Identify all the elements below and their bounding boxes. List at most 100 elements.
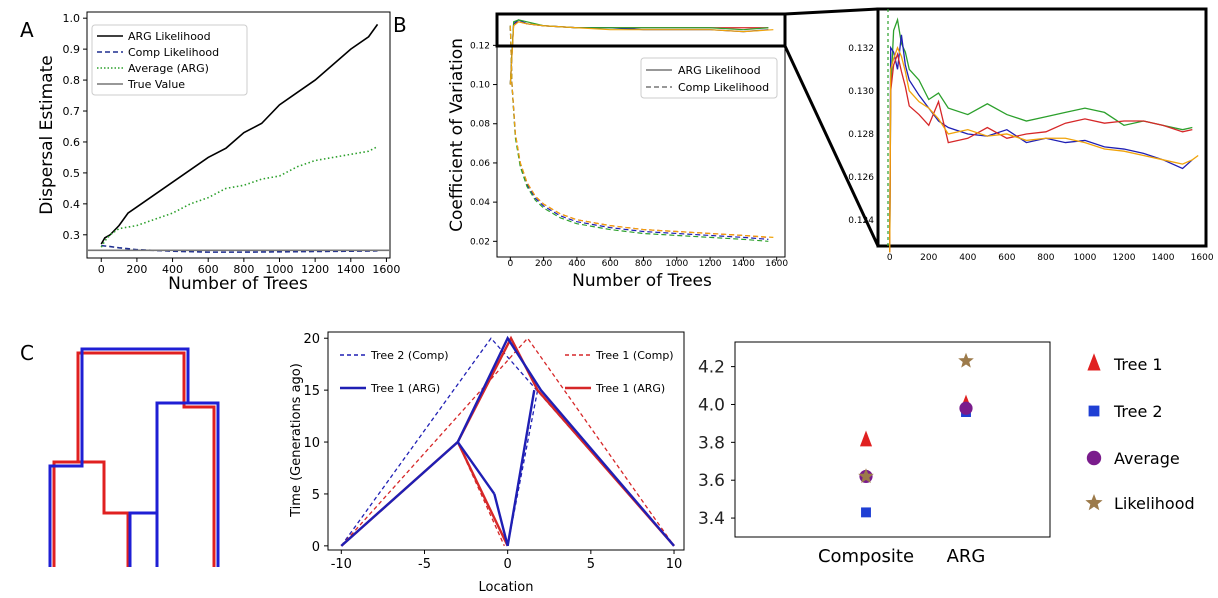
chart-c-right-legend-marker-3 — [1085, 494, 1103, 511]
chart-a-legend-label-0: ARG Likelihood — [128, 30, 211, 43]
chart-c-middle-ytick-label-1: 5 — [312, 488, 320, 503]
chart-c-right-legend-label-2: Average — [1114, 449, 1180, 468]
chart-c-middle-series-2 — [340, 337, 675, 547]
chart-c-middle-series-6 — [340, 335, 675, 547]
chart-c-middle-legend-label-1: Tree 1 (Comp) — [595, 349, 674, 362]
chart-c-middle-series — [340, 335, 675, 547]
panel-label-b: B — [393, 13, 407, 37]
chart-c-middle-xtick-label-2: 0 — [504, 557, 512, 572]
chart-b-series — [509, 19, 774, 242]
chart-b-xtick-label-6: 1200 — [699, 259, 722, 269]
chart-a-ytick-label-3: 0.6 — [63, 136, 81, 149]
chart-b-ytick-label-3: 0.08 — [470, 120, 490, 130]
chart-c-right-legend-label-1: Tree 2 — [1113, 402, 1163, 421]
panel-label-a: A — [20, 18, 34, 42]
chart-c-middle: -10 -5 0 5 10 0 5 10 15 20 Location Time (Generat… — [289, 331, 685, 595]
zoom-region-box — [495, 12, 787, 48]
red-tree-inner-path — [76, 460, 130, 567]
chart-b-xtick-label-0: 0 — [507, 259, 513, 269]
chart-a-xtick-label-4: 800 — [233, 263, 254, 276]
chart-c-middle-ytick-label-3: 15 — [303, 384, 320, 399]
chart-b-xtick-label-3: 600 — [602, 259, 619, 269]
chart-b-inset-ticks: 0 200 400 600 800 1000 1200 1400 1600 0.124 0.126 0… — [848, 9, 1214, 263]
chart-c-right-legend-marker-1 — [1088, 405, 1100, 417]
chart-a-xtick-label-0: 0 — [98, 263, 105, 276]
chart-c-right-legend-label-3: Likelihood — [1114, 494, 1195, 513]
chart-a-legend: ARG Likelihood Comp Likelihood Average (… — [91, 24, 248, 96]
inset-ytick-label-3: 0.130 — [848, 87, 874, 97]
inset-xtick-label-5: 1000 — [1073, 253, 1096, 263]
chart-b-xtick-label-2: 400 — [568, 259, 585, 269]
chart-a-legend-label-1: Comp Likelihood — [128, 46, 219, 59]
chart-c-right-category-1: ARG — [947, 546, 986, 567]
chart-b-series-7 — [509, 25, 774, 239]
chart-c-right-point-0-0 — [859, 430, 873, 447]
chart-c-middle-legend-label-2: Tree 1 (ARG) — [370, 382, 440, 395]
chart-b-series-3 — [509, 21, 774, 85]
chart-c-right-frame — [734, 341, 1051, 538]
chart-c-middle-xtick-label-0: -10 — [331, 557, 352, 572]
chart-a-xtick-label-7: 1400 — [337, 263, 365, 276]
chart-b-xlabel: Number of Trees — [572, 271, 712, 291]
chart-a-frame — [86, 11, 391, 259]
zoom-connector-bottom — [783, 45, 880, 247]
chart-a-xtick-label-2: 400 — [162, 263, 183, 276]
inset-ytick-label-4: 0.132 — [848, 44, 874, 54]
blue-tree-branch — [128, 511, 157, 567]
chart-a-xtick-label-1: 200 — [126, 263, 147, 276]
chart-c-middle-frame — [327, 331, 685, 551]
chart-c-middle-ticks: -10 -5 0 5 10 0 5 10 15 20 — [303, 332, 682, 572]
chart-a-ytick-label-1: 0.4 — [63, 198, 81, 211]
chart-c-middle-xtick-label-4: 10 — [666, 557, 683, 572]
chart-b-xtick-label-4: 800 — [635, 259, 652, 269]
chart-a-legend-box — [91, 24, 248, 96]
chart-b-ytick-label-5: 0.12 — [470, 41, 490, 51]
chart-c-middle-series-0 — [340, 337, 675, 547]
chart-a-legend-label-2: Average (ARG) — [128, 62, 209, 75]
chart-a-ytick-label-5: 0.8 — [63, 74, 81, 87]
chart-b-legend-box — [640, 57, 778, 99]
chart-c-middle-ylabel: Time (Generations ago) — [289, 363, 304, 518]
inset-xtick-label-7: 1400 — [1152, 253, 1175, 263]
chart-a-series-1 — [101, 244, 378, 253]
tree-path-diagram — [48, 347, 220, 567]
chart-c-middle-legend: Tree 2 (Comp) Tree 1 (Comp) Tree 1 (ARG)… — [340, 349, 674, 395]
blue-tree-inner-path — [155, 401, 188, 567]
chart-a-xtick-label-6: 1200 — [301, 263, 329, 276]
chart-b-legend-label-1: Comp Likelihood — [678, 81, 769, 94]
chart-c-right-point-1-0 — [861, 507, 871, 518]
chart-a-legend-label-3: True Value — [127, 78, 185, 91]
chart-c-middle-series-1 — [507, 390, 539, 546]
chart-b-frame — [496, 13, 786, 258]
chart-b-ytick-label-1: 0.04 — [470, 198, 490, 208]
red-tree-path — [52, 351, 216, 567]
chart-c-middle-legend-label-0: Tree 2 (Comp) — [370, 349, 449, 362]
chart-b-inset: 0 200 400 600 800 1000 1200 1400 1600 0.124 0.126 0… — [848, 7, 1214, 263]
chart-a-ticks: 0 200 400 600 800 1000 1200 1400 1600 0.3 0.4 0.5 0.… — [63, 12, 401, 276]
chart-a-ytick-label-4: 0.7 — [63, 105, 81, 118]
chart-c-middle-series-7 — [493, 389, 536, 547]
chart-c-middle-ytick-label-4: 20 — [303, 332, 320, 347]
inset-ytick-label-0: 0.124 — [848, 216, 874, 226]
chart-c-right-legend-label-0: Tree 1 — [1113, 355, 1163, 374]
chart-c-right-ytick-label-1: 3.6 — [698, 471, 725, 491]
inset-series-1 — [889, 34, 1193, 253]
blue-tree-path — [48, 347, 220, 567]
chart-c-middle-legend-label-3: Tree 1 (ARG) — [595, 382, 665, 395]
chart-b-legend: ARG Likelihood Comp Likelihood — [640, 57, 778, 99]
chart-c-right-legend-marker-2 — [1086, 450, 1102, 466]
chart-c-middle-ytick-label-0: 0 — [312, 540, 320, 555]
chart-a-xlabel: Number of Trees — [168, 274, 308, 294]
chart-b-ylabel: Coefficient of Variation — [447, 38, 467, 232]
chart-a: 0 200 400 600 800 1000 1200 1400 1600 0.3 0.4 0.5 0.… — [37, 11, 401, 294]
chart-b: 0 200 400 600 800 1000 1200 1400 1600 0.02 0.04 0.0… — [447, 7, 880, 291]
chart-b-series-2 — [509, 19, 769, 85]
inset-xtick-label-3: 600 — [998, 253, 1015, 263]
chart-b-xtick-label-5: 1000 — [665, 259, 688, 269]
chart-c-right-ytick-label-4: 4.2 — [698, 358, 725, 378]
chart-a-ytick-label-0: 0.3 — [63, 229, 81, 242]
chart-b-legend-label-0: ARG Likelihood — [678, 64, 761, 77]
chart-a-xtick-label-5: 1000 — [265, 263, 293, 276]
chart-c-right-point-2-1 — [959, 401, 973, 415]
